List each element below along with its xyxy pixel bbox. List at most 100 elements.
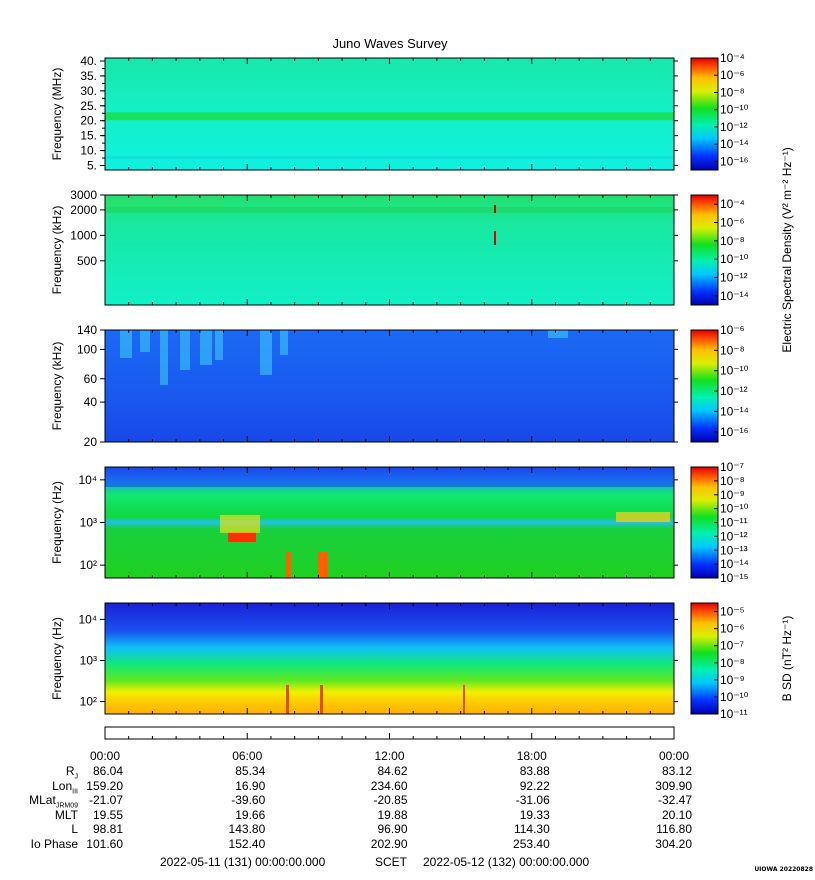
colorbar-tick-label: 10⁻⁷ bbox=[720, 460, 744, 474]
time-tick-label: 00:00 bbox=[90, 749, 120, 763]
ephemeris-label: MLT bbox=[54, 807, 78, 822]
colorbar-tick-label: 10⁻¹⁰ bbox=[720, 364, 749, 378]
panel-1-band bbox=[105, 112, 674, 121]
y-tick-label: 2000 bbox=[70, 203, 97, 217]
y-tick-label: 500 bbox=[77, 254, 97, 268]
ephemeris-value: 116.80 bbox=[656, 822, 692, 836]
ephemeris-value: 309.90 bbox=[655, 778, 692, 793]
panel-1-faint-band bbox=[105, 156, 674, 159]
ephemeris-row: LonIII 159.20 16.90 234.60 92.22 309.90 bbox=[0, 778, 815, 795]
ephemeris-value: 234.60 bbox=[370, 778, 408, 793]
footer-end-time: 2022-05-12 (132) 00:00:00.000 bbox=[423, 855, 590, 869]
colorbar-tick-label: 10⁻¹⁶ bbox=[720, 154, 749, 168]
ephemeris-label: RJ bbox=[65, 764, 78, 781]
colorbar-scale bbox=[690, 57, 719, 171]
colorbar-tick-label: 10⁻⁶ bbox=[720, 323, 745, 337]
y-tick-label: 40 bbox=[84, 395, 98, 409]
panel-5-spike bbox=[463, 685, 465, 714]
colorbar-scale bbox=[690, 602, 719, 715]
panel-3-emission bbox=[180, 330, 190, 370]
y-axis-label: Frequency (kHz) bbox=[50, 206, 64, 295]
time-tick-label: 18:00 bbox=[517, 749, 547, 763]
panel-2-spectrogram bbox=[105, 195, 674, 305]
panel-2-colorbar: 10⁻⁴ 10⁻⁶ 10⁻⁸ 10⁻¹⁰ 10⁻¹² 10⁻¹⁴ Electric Spec… bbox=[690, 147, 794, 353]
panel-3: 140 100 60 40 20 Frequency (kHz) 10⁻⁶ 10⁻⁸ 10⁻¹⁰… bbox=[50, 323, 749, 449]
ephemeris-value: 16.90 bbox=[235, 778, 266, 793]
y-tick-label: 3000 bbox=[70, 188, 97, 202]
ephemeris-value: 83.12 bbox=[661, 764, 692, 778]
panel-4-colorbar: 10⁻⁷10⁻⁸10⁻⁹10⁻¹⁰10⁻¹¹10⁻¹²10⁻¹³10⁻¹⁴10⁻… bbox=[690, 460, 749, 585]
ephemeris-label: Io Phase bbox=[30, 836, 78, 851]
ephemeris-value: 20.10 bbox=[661, 807, 692, 822]
panel-5-colorbar: 10⁻⁵ 10⁻⁶ 10⁻⁷ 10⁻⁸ 10⁻⁹ 10⁻¹⁰ 10⁻¹¹ B SD (nT² … bbox=[690, 602, 794, 721]
colorbar-tick-label: 10⁻⁸ bbox=[720, 656, 745, 670]
colorbar-tick-label: 10⁻⁸ bbox=[720, 85, 745, 99]
panel-3-colorbar: 10⁻⁶ 10⁻⁸ 10⁻¹⁰ 10⁻¹² 10⁻¹⁴ 10⁻¹⁶ bbox=[690, 323, 749, 443]
y-tick-label: 10⁴ bbox=[78, 473, 97, 487]
panel-3-emission bbox=[140, 330, 150, 352]
ephemeris-value: 96.90 bbox=[377, 822, 408, 836]
ephemeris-label-subscript: III bbox=[72, 787, 78, 795]
y-axis-label: Frequency (Hz) bbox=[50, 617, 64, 700]
colorbar-tick-label: 10⁻⁸ bbox=[720, 234, 745, 248]
colorbar-tick-label: 10⁻¹⁰ bbox=[720, 502, 749, 516]
y-tick-label: 10³ bbox=[80, 653, 97, 667]
ephemeris-value: 83.88 bbox=[519, 764, 550, 778]
y-axis-label: Frequency (kHz) bbox=[50, 342, 64, 431]
panel-4-spike bbox=[286, 552, 291, 578]
ephemeris-value: 85.34 bbox=[235, 764, 266, 778]
figure-title: Juno Waves Survey bbox=[332, 36, 448, 51]
ephemeris-value: 86.04 bbox=[92, 764, 123, 778]
panel-4-spike bbox=[318, 552, 324, 578]
y-tick-label: 20. bbox=[80, 114, 97, 128]
y-tick-label: 10² bbox=[80, 558, 97, 572]
colorbar-tick-label: 10⁻⁶ bbox=[720, 622, 745, 636]
panel-2-spike bbox=[494, 205, 496, 213]
footer-scet-label: SCET bbox=[375, 855, 408, 869]
colorbar-tick-label: 10⁻¹² bbox=[720, 120, 748, 134]
time-tick-label: 06:00 bbox=[232, 749, 262, 763]
colorbar-tick-label: 10⁻¹⁶ bbox=[720, 425, 749, 439]
ephemeris-value: 19.66 bbox=[235, 807, 266, 822]
y-tick-label: 100 bbox=[77, 342, 97, 356]
panel-2-band bbox=[105, 199, 225, 207]
colorbar-tick-label: 10⁻¹⁰ bbox=[720, 252, 749, 266]
y-tick-label: 140 bbox=[77, 323, 97, 337]
colorbar-tick-label: 10⁻¹² bbox=[720, 271, 748, 285]
y-axis-label: Frequency (Hz) bbox=[50, 481, 64, 564]
panel-3-emission bbox=[200, 330, 212, 365]
y-tick-label: 10³ bbox=[80, 516, 97, 530]
ephemeris-value: 202.90 bbox=[370, 836, 408, 851]
colorbar-scale bbox=[690, 329, 719, 443]
ephemeris-value: 152.40 bbox=[228, 836, 266, 851]
colorbar-tick-label: 10⁻⁹ bbox=[720, 673, 745, 687]
ephemeris-label-subscript: JRM09 bbox=[55, 802, 78, 810]
processing-stamp: UIOWA 20220828 bbox=[754, 866, 813, 873]
ephemeris-label: LonIII bbox=[52, 778, 78, 795]
colorbar-tick-label: 10⁻¹⁴ bbox=[720, 557, 749, 571]
ephemeris-value: 101.60 bbox=[86, 836, 123, 851]
ephemeris-value: -39.60 bbox=[231, 793, 266, 807]
panel-3-emission bbox=[280, 330, 288, 355]
colorbar-tick-label: 10⁻⁴ bbox=[720, 197, 745, 211]
panel-3-emission bbox=[215, 330, 223, 360]
colorbar-label: B SD (nT² Hz⁻¹) bbox=[780, 616, 794, 702]
panel-3-emission bbox=[548, 330, 568, 338]
panel-4-hotspot bbox=[228, 532, 256, 542]
colorbar-tick-label: 10⁻⁴ bbox=[720, 51, 745, 65]
y-tick-label: 10² bbox=[80, 695, 97, 709]
ephemeris-value: 159.20 bbox=[86, 778, 123, 793]
y-tick-label: 10. bbox=[80, 144, 97, 158]
ephemeris-value: 19.88 bbox=[377, 807, 408, 822]
panel-4: 10⁴ 10³ 10² Frequency (Hz) 10⁻⁷10⁻⁸10⁻⁹10⁻¹⁰… bbox=[50, 460, 749, 585]
ephemeris-row: L 98.81 143.80 96.90 114.30 116.80 bbox=[0, 822, 815, 837]
y-tick-label: 25. bbox=[80, 99, 97, 113]
time-tick-label: 00:00 bbox=[659, 749, 689, 763]
colorbar-scale bbox=[690, 466, 719, 579]
ephemeris-label: L bbox=[71, 822, 78, 836]
panel-2-spike bbox=[494, 231, 496, 245]
ephemeris-row: MLT 19.55 19.66 19.88 19.33 20.10 bbox=[0, 808, 815, 823]
ephemeris-value: 84.62 bbox=[377, 764, 408, 778]
panel-5-spike bbox=[286, 685, 289, 714]
ephemeris-value: 19.55 bbox=[92, 807, 123, 822]
